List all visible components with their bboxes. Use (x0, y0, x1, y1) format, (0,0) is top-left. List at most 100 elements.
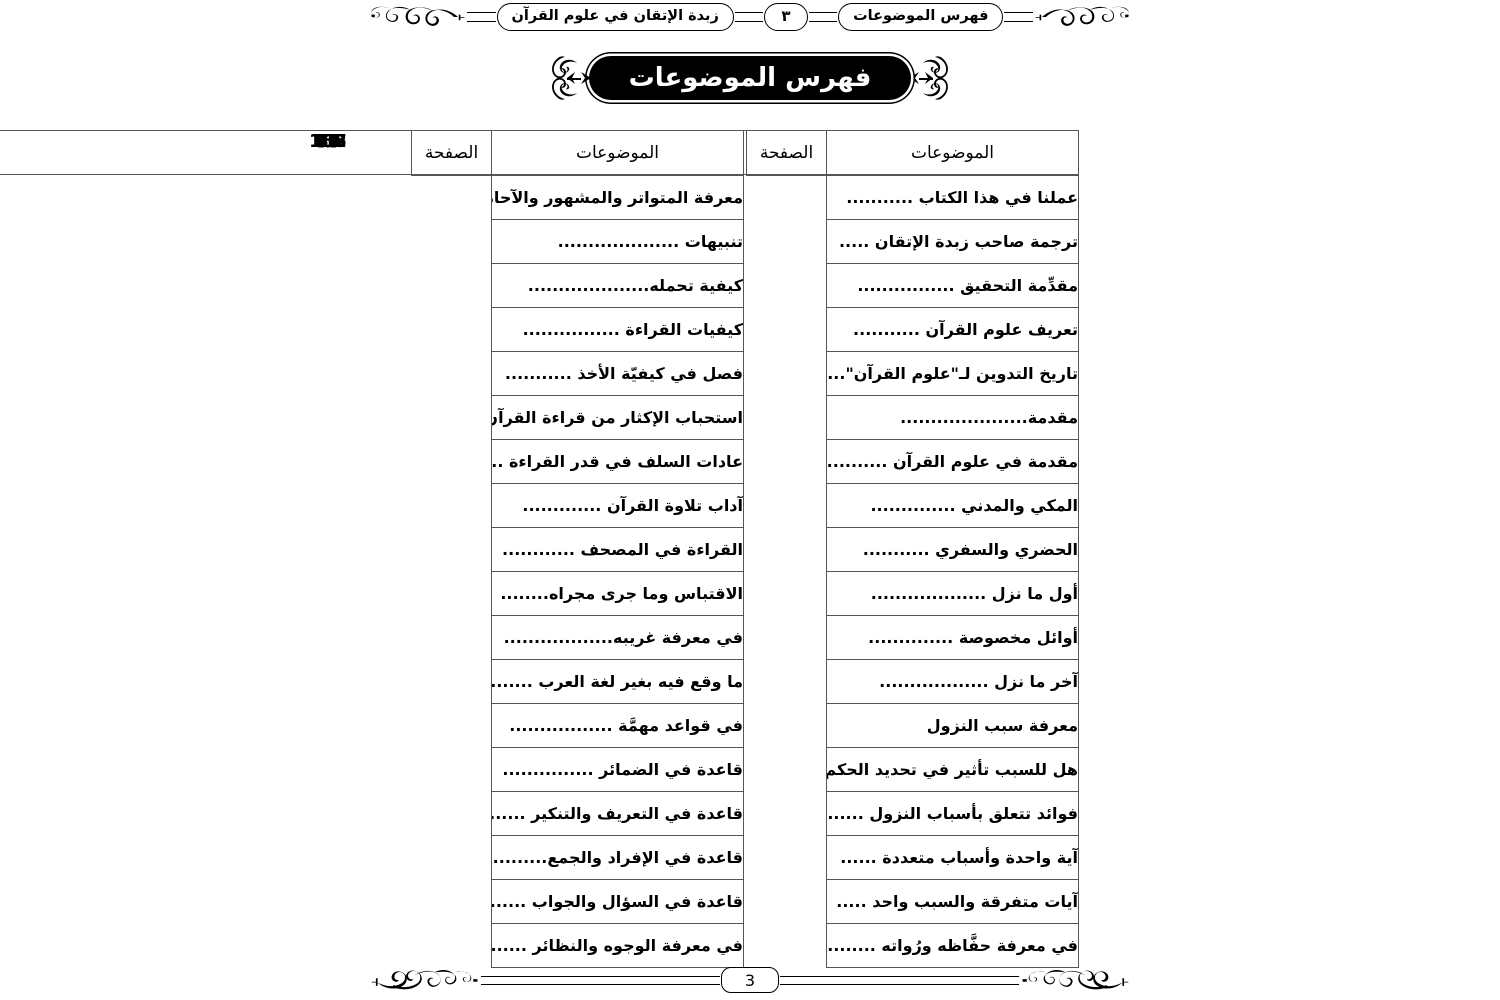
toc-right-body: عملنا في هذا الكتاب ........... 5 ترجمة ص… (0, 130, 1079, 968)
table-row[interactable]: في معرفة الوجوه والنظائر ........ 107 (0, 130, 1079, 968)
topic-cell: معرفة المتواتر والمشهور والآحاد (491, 175, 744, 220)
topic-cell: هل للسبب تأثير في تحديد الحكم (826, 747, 1079, 792)
topic-cell: قاعدة في الإفراد والجمع......... (491, 835, 744, 880)
topic-cell: الحضري والسفري ........... (826, 527, 1079, 572)
table-row[interactable]: المكي والمدني .............. 28 (0, 130, 1079, 528)
table-row[interactable]: آخر ما نزل .................. 35 (0, 130, 1079, 704)
table-row[interactable]: مقدمة..................... 22 (0, 130, 1079, 440)
table-row[interactable]: مقدِّمة التحقيق ................ 10 (0, 130, 1079, 308)
column-header-topic: الموضوعات (491, 130, 744, 176)
topic-cell: تعريف علوم القرآن ........... (826, 307, 1079, 352)
header-rule-right (467, 12, 496, 22)
table-row[interactable]: مقدمة في علوم القرآن .......... 25 (0, 130, 1079, 484)
topic-cell: في معرفة حفَّاظه ورُواته .......... (826, 923, 1079, 968)
topic-cell: ما وقع فيه بغير لغة العرب ....... (491, 659, 744, 704)
table-row[interactable]: آيات متفرقة والسبب واحد ..... 43 (0, 130, 1079, 924)
topic-cell: كيفية تحمله.................... (491, 263, 744, 308)
topic-cell: في قواعد مهمَّة ................. (491, 703, 744, 748)
topic-cell: الاقتباس وما جرى مجراه........ (491, 571, 744, 616)
table-row[interactable]: ما وقع فيه بغير لغة العرب ....... 93 (0, 130, 1079, 704)
topic-cell: ترجمة صاحب زبدة الإتقان ..... (826, 219, 1079, 264)
header-rule-mid-left (808, 12, 838, 22)
table-row[interactable]: معرفة المتواتر والمشهور والآحاد 55 (0, 130, 1079, 220)
table-row[interactable]: قاعدة في التعريف والتنكير ....... 97 (0, 130, 1079, 836)
topic-cell: عملنا في هذا الكتاب ........... (826, 175, 1079, 220)
toc-left-body: معرفة المتواتر والمشهور والآحاد 55 تنبيها… (0, 130, 1079, 968)
column-header-topic: الموضوعات (826, 130, 1079, 176)
footer-right-ornament-icon (1022, 969, 1129, 990)
table-row[interactable]: فوائد تتعلق بأسباب النزول ...... 40 (0, 130, 1079, 836)
footer-left-ornament-icon (371, 969, 478, 990)
topic-cell: في معرفة غريبه.................. (491, 615, 744, 660)
banner-right-ornament-icon (551, 56, 591, 100)
toc-left-header: الموضوعات الصفحة (411, 130, 744, 176)
topic-cell: تاريخ التدوين لـ"علوم القرآن"... (826, 351, 1079, 396)
topic-cell: كيفيات القراءة ................ (491, 307, 744, 352)
toc-right-header: الموضوعات الصفحة (746, 130, 1079, 176)
table-row[interactable]: في معرفة حفَّاظه ورُواته .......... 45 (0, 130, 1079, 968)
table-row[interactable]: آداب تلاوة القرآن ............. 72 (0, 130, 1079, 528)
header-left-ornament-icon (1035, 6, 1129, 26)
table-row[interactable]: هل للسبب تأثير في تحديد الحكم 38 (0, 130, 1079, 792)
table-row[interactable]: فصل في كيفيّة الأخذ ........... 64 (0, 130, 1079, 396)
table-row[interactable]: كيفيات القراءة ................ 63 (0, 130, 1079, 352)
table-row[interactable]: القراءة في المصحف ............ 80 (0, 130, 1079, 572)
topic-cell: آية واحدة وأسباب متعددة ...... (826, 835, 1079, 880)
table-row[interactable]: قاعدة في الضمائر ............... 95 (0, 130, 1079, 792)
table-row[interactable]: تنبيهات .................... 59 (0, 130, 1079, 264)
topic-cell: أول ما نزل ................... (826, 571, 1079, 616)
banner-plate: فهرس الموضوعات (588, 56, 912, 100)
table-row[interactable]: معرفة سبب النزول 37 (0, 130, 1079, 748)
table-row[interactable]: في قواعد مهمَّة ................. 95 (0, 130, 1079, 748)
topic-cell: المكي والمدني .............. (826, 483, 1079, 528)
table-row[interactable]: استحباب الإكثار من قراءة القرآن 67 (0, 130, 1079, 440)
topic-cell: قاعدة في الضمائر ............... (491, 747, 744, 792)
toc-table-right: الموضوعات الصفحة عملنا في هذا الكتاب ...… (0, 130, 1079, 968)
column-header-page: الصفحة (411, 130, 492, 176)
banner-left-ornament-icon (909, 56, 949, 100)
topic-cell: آيات متفرقة والسبب واحد ..... (826, 879, 1079, 924)
table-row[interactable]: الاقتباس وما جرى مجراه........ 87 (0, 130, 1079, 616)
topic-cell: فصل في كيفيّة الأخذ ........... (491, 351, 744, 396)
topic-cell: مقدمة في علوم القرآن .......... (826, 439, 1079, 484)
column-header-page: الصفحة (746, 130, 827, 176)
toc-table-left: الموضوعات الصفحة معرفة المتواتر والمشهور… (0, 130, 1079, 968)
table-row[interactable]: أول ما نزل ................... 31 (0, 130, 1079, 616)
footer-rule-right (780, 975, 1019, 985)
table-row[interactable]: تعريف علوم القرآن ........... 11 (0, 130, 1079, 352)
topic-cell: عادات السلف في قدر القراءة ... (491, 439, 744, 484)
topic-cell: قاعدة في السؤال والجواب ...... (491, 879, 744, 924)
topic-cell: في معرفة الوجوه والنظائر ........ (491, 923, 744, 968)
table-row[interactable]: أوائل مخصوصة .............. 33 (0, 130, 1079, 660)
topic-cell: استحباب الإكثار من قراءة القرآن (491, 395, 744, 440)
page-cell: 107 (0, 130, 1079, 175)
title-banner: فهرس الموضوعات (0, 52, 1500, 104)
banner-wrapper: فهرس الموضوعات (549, 53, 952, 103)
table-row[interactable]: عادات السلف في قدر القراءة ... 68 (0, 130, 1079, 484)
topic-cell: تنبيهات .................... (491, 219, 744, 264)
table-row[interactable]: تاريخ التدوين لـ"علوم القرآن"... 16 (0, 130, 1079, 396)
toc-tables-area: الموضوعات الصفحة عملنا في هذا الكتاب ...… (0, 130, 1079, 968)
topic-cell: معرفة سبب النزول (826, 703, 1079, 748)
topic-cell: مقدمة..................... (826, 395, 1079, 440)
table-row[interactable]: قاعدة في الإفراد والجمع......... 102 (0, 130, 1079, 880)
header-rule-mid-right (734, 12, 764, 22)
header-section-title: فهرس الموضوعات (838, 3, 1004, 31)
table-row[interactable]: آية واحدة وأسباب متعددة ...... 41 (0, 130, 1079, 880)
table-row[interactable]: عملنا في هذا الكتاب ........... 5 (0, 130, 1079, 220)
topic-cell: أوائل مخصوصة .............. (826, 615, 1079, 660)
header-book-title: زبدة الإتقان في علوم القرآن (496, 3, 734, 31)
table-row[interactable]: الحضري والسفري ........... 30 (0, 130, 1079, 572)
table-row[interactable]: كيفية تحمله.................... 61 (0, 130, 1079, 308)
topic-cell: آداب تلاوة القرآن ............. (491, 483, 744, 528)
topic-cell: مقدِّمة التحقيق ................ (826, 263, 1079, 308)
table-row[interactable]: ترجمة صاحب زبدة الإتقان ..... 6 (0, 130, 1079, 264)
topic-cell: فوائد تتعلق بأسباب النزول ...... (826, 791, 1079, 836)
footer-rule-left (481, 975, 720, 985)
table-row[interactable]: في معرفة غريبه.................. 89 (0, 130, 1079, 660)
table-row[interactable]: قاعدة في السؤال والجواب ...... 105 (0, 130, 1079, 924)
footer-page-number: 3 (721, 967, 779, 993)
header-page-number: ٣ (764, 3, 808, 31)
banner-title: فهرس الموضوعات (628, 63, 872, 93)
